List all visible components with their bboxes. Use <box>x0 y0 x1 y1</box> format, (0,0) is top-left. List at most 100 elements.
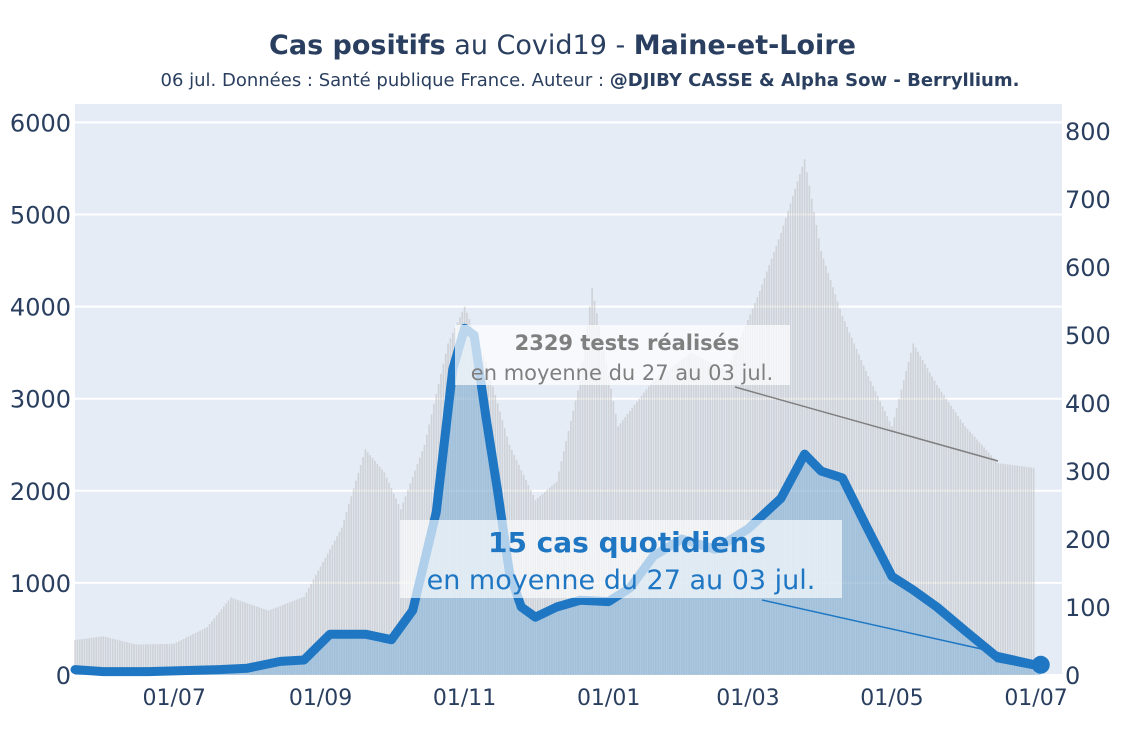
tests-bar <box>983 447 985 675</box>
tests-bar <box>817 238 820 675</box>
tests-bar <box>227 600 230 675</box>
tests-bar <box>600 338 603 675</box>
tests-bar <box>241 601 244 675</box>
tests-bar <box>758 290 761 675</box>
tests-bar <box>768 265 771 675</box>
tests-bar <box>697 356 700 675</box>
tests-bar <box>973 436 976 675</box>
tests-bar <box>310 583 312 675</box>
x-tick-label: 01/03 <box>716 686 779 711</box>
tests-annotation-value: 2329 tests réalisés <box>515 331 740 355</box>
tests-bar <box>732 354 735 675</box>
tests-bar <box>586 325 589 675</box>
tests-bar <box>959 419 962 675</box>
x-tick-label: 01/07 <box>1004 686 1067 711</box>
tests-bar <box>987 452 990 675</box>
tests-bar <box>371 457 374 675</box>
tests-bar <box>992 457 995 675</box>
tests-bar <box>879 401 882 675</box>
tests-bar <box>789 203 792 675</box>
tests-bar <box>395 498 397 675</box>
tests-bar <box>95 637 98 675</box>
tests-bar <box>907 361 910 675</box>
tests-bar <box>189 635 192 675</box>
tests-bar <box>884 411 886 675</box>
tests-bar <box>999 463 1002 675</box>
tests-bar <box>392 493 395 675</box>
tests-bar <box>364 449 367 675</box>
tests-bar <box>152 644 154 675</box>
tests-bar <box>914 347 917 675</box>
tests-bar <box>969 431 971 675</box>
tests-bar <box>81 639 83 675</box>
tests-bar <box>1009 464 1011 675</box>
tests-bar <box>928 372 931 675</box>
tests-bar <box>182 638 185 675</box>
tests-bar <box>695 355 697 675</box>
tests-bar <box>263 608 265 675</box>
tests-bar <box>222 606 225 675</box>
tests-bar <box>763 278 766 675</box>
tests-bar <box>605 363 608 675</box>
tests-bar <box>208 624 211 675</box>
y-right-tick-label: 0 <box>1065 662 1080 690</box>
tests-annotation-box <box>455 325 790 385</box>
chart-title: Cas positifs au Covid19 - Maine-et-Loire <box>0 30 1125 61</box>
tests-bar <box>815 225 818 675</box>
tests-bar <box>322 562 324 675</box>
tests-bar <box>910 352 912 675</box>
tests-bar <box>905 371 907 675</box>
tests-bar <box>770 258 773 675</box>
tests-bar <box>891 426 893 675</box>
tests-bar <box>175 642 178 675</box>
tests-bar <box>211 621 213 675</box>
x-tick-label: 01/07 <box>142 686 205 711</box>
tests-bar <box>385 477 388 675</box>
tests-bar <box>810 198 813 676</box>
tests-bar <box>808 185 811 676</box>
tests-bar <box>1006 464 1009 675</box>
tests-bar <box>775 245 778 675</box>
tests-annotation-leader <box>734 386 999 462</box>
tests-bar <box>260 608 263 675</box>
tests-bar <box>270 609 272 675</box>
tests-bar <box>329 549 331 675</box>
tests-bar <box>161 643 164 675</box>
tests-bar <box>350 496 353 675</box>
tests-bar <box>803 159 806 676</box>
subtitle-author: @DJIBY CASSE & Alpha Sow - Berryllium. <box>609 70 1020 91</box>
tests-bar <box>97 636 100 675</box>
tests-bar <box>277 606 279 675</box>
tests-bar <box>338 531 341 675</box>
tests-bar <box>109 638 112 675</box>
tests-bar <box>886 416 889 675</box>
y-left-tick-label: 1000 <box>10 570 71 598</box>
tests-bar <box>1018 465 1021 675</box>
tests-bar <box>312 579 315 675</box>
tests-bar <box>168 643 171 675</box>
tests-bar <box>381 469 383 675</box>
tests-bar <box>706 361 709 675</box>
tests-bar <box>782 225 785 675</box>
cases-last-point <box>1031 655 1050 674</box>
tests-bar <box>130 643 133 675</box>
tests-bar <box>119 640 121 675</box>
tests-bar <box>142 644 145 675</box>
tests-bar <box>159 644 161 675</box>
tests-bar <box>938 388 941 675</box>
tests-bar <box>742 331 745 675</box>
tests-bar <box>912 343 915 675</box>
tests-bar <box>940 391 943 675</box>
tests-bar <box>178 641 180 675</box>
tests-bar <box>230 597 232 675</box>
tests-bar <box>303 596 305 675</box>
tests-bar <box>756 297 759 675</box>
tests-bar <box>133 644 135 675</box>
tests-bar <box>1030 467 1033 675</box>
tests-bar <box>943 395 945 675</box>
tests-bar <box>780 232 782 675</box>
tests-bar <box>180 640 183 675</box>
tests-bar <box>947 402 950 675</box>
tests-bar <box>1025 466 1028 675</box>
tests-bar <box>336 536 338 675</box>
